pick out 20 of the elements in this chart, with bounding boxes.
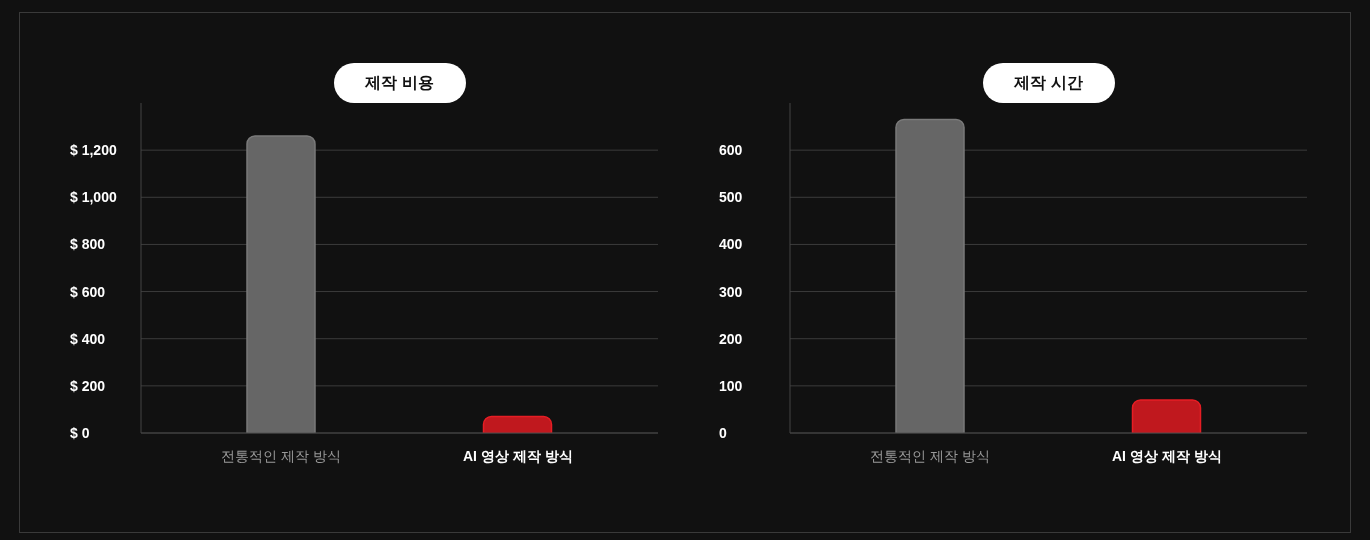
y-tick-label: $ 400 [70, 330, 106, 347]
y-tick-label: $ 1,200 [70, 142, 117, 159]
y-tick-label: $ 200 [70, 377, 106, 394]
y-tick-label: $ 800 [70, 236, 106, 253]
x-tick-label: AI 영상 제작 방식 [1111, 448, 1222, 464]
y-tick-label: 600 [719, 142, 743, 159]
y-tick-label: 100 [719, 377, 743, 394]
x-tick-label: AI 영상 제작 방식 [462, 448, 573, 464]
x-tick-label: 전통적인 제작 방식 [221, 448, 342, 464]
y-tick-label: 400 [719, 236, 743, 253]
y-tick-label: $ 0 [70, 425, 90, 441]
y-tick-label: 0 [719, 425, 727, 441]
y-tick-label: 200 [719, 330, 743, 347]
x-tick-label: 전통적인 제작 방식 [870, 448, 991, 464]
y-tick-label: $ 1,000 [70, 189, 117, 206]
y-tick-label: 300 [719, 283, 743, 300]
y-tick-label: $ 600 [70, 283, 106, 300]
chart-title: 제작 시간 [982, 63, 1115, 103]
chart-title: 제작 비용 [333, 63, 466, 103]
y-tick-label: 500 [719, 189, 743, 206]
